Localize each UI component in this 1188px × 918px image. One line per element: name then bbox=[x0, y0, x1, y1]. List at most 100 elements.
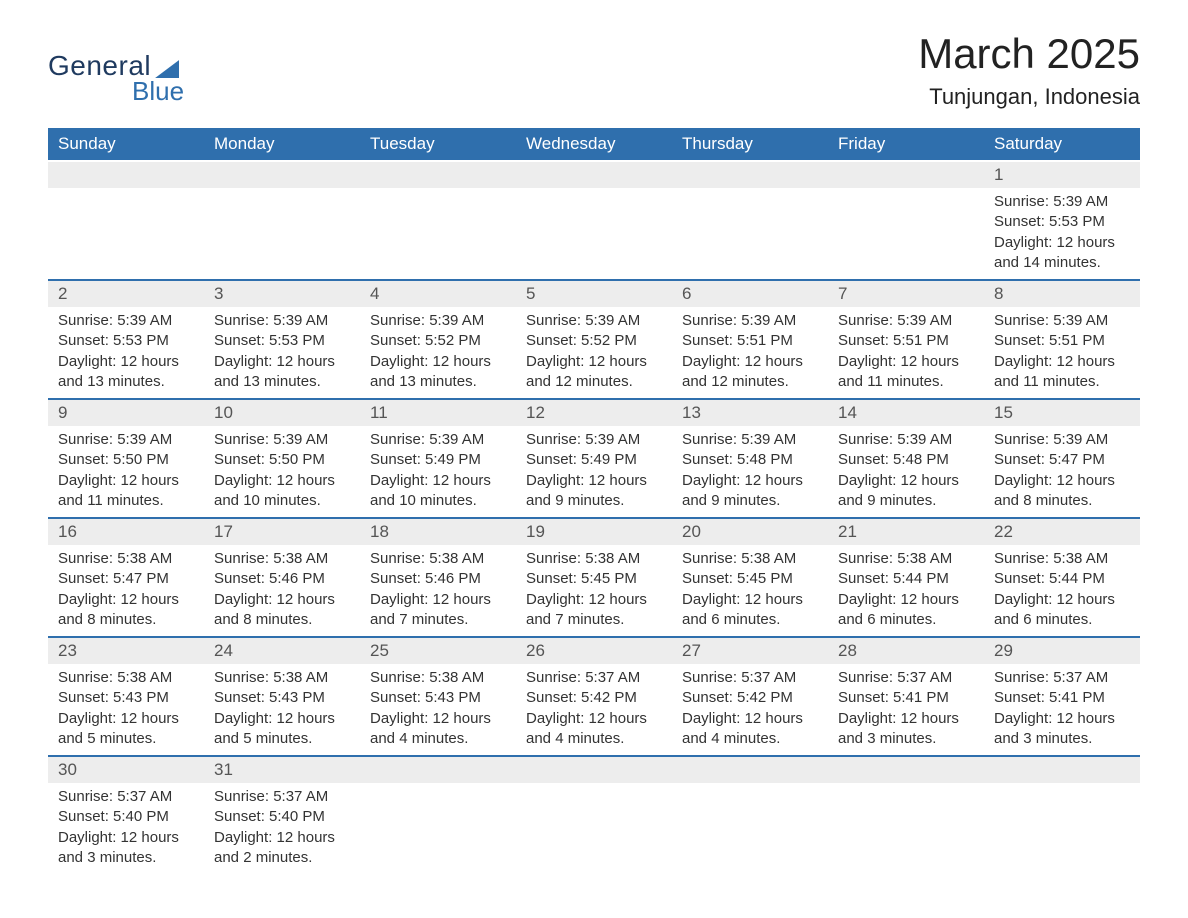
day-content-cell: Sunrise: 5:38 AMSunset: 5:44 PMDaylight:… bbox=[828, 545, 984, 637]
day-number-cell: 9 bbox=[48, 399, 204, 426]
col-friday: Friday bbox=[828, 128, 984, 161]
day-content-cell: Sunrise: 5:39 AMSunset: 5:51 PMDaylight:… bbox=[672, 307, 828, 399]
logo: General Blue bbox=[48, 30, 184, 107]
day-number: 15 bbox=[994, 403, 1013, 422]
sunset-text: Sunset: 5:43 PM bbox=[214, 688, 350, 708]
week-number-row: 1 bbox=[48, 161, 1140, 188]
daylight-text: Daylight: 12 hours and 3 minutes. bbox=[838, 709, 974, 750]
sunset-text: Sunset: 5:49 PM bbox=[370, 450, 506, 470]
sunset-text: Sunset: 5:44 PM bbox=[838, 569, 974, 589]
day-number-cell: 4 bbox=[360, 280, 516, 307]
day-content-cell: Sunrise: 5:39 AMSunset: 5:47 PMDaylight:… bbox=[984, 426, 1140, 518]
day-number-cell: 1 bbox=[984, 161, 1140, 188]
day-content-cell bbox=[204, 188, 360, 280]
week-content-row: Sunrise: 5:38 AMSunset: 5:43 PMDaylight:… bbox=[48, 664, 1140, 756]
sunset-text: Sunset: 5:41 PM bbox=[838, 688, 974, 708]
day-number-cell: 30 bbox=[48, 756, 204, 783]
day-content-cell bbox=[360, 783, 516, 874]
day-number: 20 bbox=[682, 522, 701, 541]
sunrise-text: Sunrise: 5:39 AM bbox=[994, 430, 1130, 450]
day-number: 2 bbox=[58, 284, 67, 303]
week-content-row: Sunrise: 5:39 AM Sunset: 5:53 PMDaylight:… bbox=[48, 307, 1140, 399]
sunrise-text: Sunrise: 5:38 AM bbox=[370, 549, 506, 569]
sunrise-text: Sunrise: 5:37 AM bbox=[58, 787, 194, 807]
sunrise-text: Sunrise: 5:37 AM bbox=[526, 668, 662, 688]
daylight-text: Daylight: 12 hours and 5 minutes. bbox=[214, 709, 350, 750]
day-number: 30 bbox=[58, 760, 77, 779]
logo-flag-icon bbox=[155, 60, 179, 78]
day-content-cell: Sunrise: 5:38 AMSunset: 5:43 PMDaylight:… bbox=[48, 664, 204, 756]
day-number: 1 bbox=[994, 165, 1003, 184]
daylight-text: Daylight: 12 hours and 6 minutes. bbox=[838, 590, 974, 631]
day-content-cell bbox=[360, 188, 516, 280]
day-number: 22 bbox=[994, 522, 1013, 541]
sunset-text: Sunset: 5:43 PM bbox=[370, 688, 506, 708]
sunrise-text: Sunrise: 5:39 AM bbox=[994, 311, 1130, 331]
daylight-text: Daylight: 12 hours and 6 minutes. bbox=[682, 590, 818, 631]
daylight-text: Daylight: 12 hours and 3 minutes. bbox=[58, 828, 194, 869]
day-content-cell: Sunrise: 5:39 AMSunset: 5:49 PMDaylight:… bbox=[516, 426, 672, 518]
day-content-cell: Sunrise: 5:39 AMSunset: 5:53 PMDaylight:… bbox=[984, 188, 1140, 280]
daylight-text: Daylight: 12 hours and 8 minutes. bbox=[994, 471, 1130, 512]
day-number-cell: 25 bbox=[360, 637, 516, 664]
sunset-text: Sunset: 5:46 PM bbox=[370, 569, 506, 589]
sunset-text: Sunset: 5:40 PM bbox=[214, 807, 350, 827]
day-content-cell: Sunrise: 5:38 AMSunset: 5:46 PMDaylight:… bbox=[360, 545, 516, 637]
day-number-cell bbox=[516, 161, 672, 188]
day-number-cell: 29 bbox=[984, 637, 1140, 664]
sunrise-text: Sunrise: 5:39 AM bbox=[58, 430, 194, 450]
sunset-text: Sunset: 5:47 PM bbox=[994, 450, 1130, 470]
sunset-text: Sunset: 5:53 PM bbox=[58, 331, 194, 351]
day-number: 12 bbox=[526, 403, 545, 422]
sunrise-text: Sunrise: 5:39 AM bbox=[682, 430, 818, 450]
sunrise-text: Sunrise: 5:39 AM bbox=[526, 311, 662, 331]
day-number: 26 bbox=[526, 641, 545, 660]
sunset-text: Sunset: 5:51 PM bbox=[994, 331, 1130, 351]
day-content-cell: Sunrise: 5:39 AMSunset: 5:53 PMDaylight:… bbox=[48, 307, 204, 399]
title-block: March 2025 Tunjungan, Indonesia bbox=[918, 30, 1140, 110]
day-number-cell bbox=[828, 161, 984, 188]
day-number-cell: 16 bbox=[48, 518, 204, 545]
week-content-row: Sunrise: 5:38 AMSunset: 5:47 PMDaylight:… bbox=[48, 545, 1140, 637]
logo-top-row: General bbox=[48, 50, 179, 82]
day-number-cell bbox=[828, 756, 984, 783]
day-content-cell: Sunrise: 5:37 AMSunset: 5:40 PMDaylight:… bbox=[204, 783, 360, 874]
day-content-cell: Sunrise: 5:38 AMSunset: 5:43 PMDaylight:… bbox=[360, 664, 516, 756]
day-number-cell: 27 bbox=[672, 637, 828, 664]
day-number-cell: 12 bbox=[516, 399, 672, 426]
day-number: 25 bbox=[370, 641, 389, 660]
sunrise-text: Sunrise: 5:39 AM bbox=[526, 430, 662, 450]
daylight-text: Daylight: 12 hours and 13 minutes. bbox=[58, 352, 194, 393]
day-number-cell: 22 bbox=[984, 518, 1140, 545]
day-content-cell: Sunrise: 5:39 AMSunset: 5:50 PMDaylight:… bbox=[48, 426, 204, 518]
day-number-cell bbox=[360, 756, 516, 783]
daylight-text: Daylight: 12 hours and 4 minutes. bbox=[682, 709, 818, 750]
sunset-text: Sunset: 5:46 PM bbox=[214, 569, 350, 589]
week-number-row: 16171819202122 bbox=[48, 518, 1140, 545]
daylight-text: Daylight: 12 hours and 7 minutes. bbox=[370, 590, 506, 631]
day-number: 18 bbox=[370, 522, 389, 541]
day-number-cell: 5 bbox=[516, 280, 672, 307]
day-content-cell: Sunrise: 5:37 AMSunset: 5:42 PMDaylight:… bbox=[672, 664, 828, 756]
day-number-cell: 28 bbox=[828, 637, 984, 664]
week-content-row: Sunrise: 5:39 AMSunset: 5:53 PMDaylight:… bbox=[48, 188, 1140, 280]
day-content-cell: Sunrise: 5:39 AMSunset: 5:48 PMDaylight:… bbox=[828, 426, 984, 518]
day-number-cell: 10 bbox=[204, 399, 360, 426]
day-number-cell: 8 bbox=[984, 280, 1140, 307]
day-number: 14 bbox=[838, 403, 857, 422]
day-number: 9 bbox=[58, 403, 67, 422]
day-number: 6 bbox=[682, 284, 691, 303]
day-content-cell: Sunrise: 5:39 AMSunset: 5:53 PMDaylight:… bbox=[204, 307, 360, 399]
month-title: March 2025 bbox=[918, 30, 1140, 78]
daylight-text: Daylight: 12 hours and 9 minutes. bbox=[682, 471, 818, 512]
col-sunday: Sunday bbox=[48, 128, 204, 161]
daylight-text: Daylight: 12 hours and 8 minutes. bbox=[214, 590, 350, 631]
daylight-text: Daylight: 12 hours and 5 minutes. bbox=[58, 709, 194, 750]
day-number-cell: 13 bbox=[672, 399, 828, 426]
day-content-cell: Sunrise: 5:38 AMSunset: 5:46 PMDaylight:… bbox=[204, 545, 360, 637]
day-content-cell bbox=[984, 783, 1140, 874]
week-number-row: 9101112131415 bbox=[48, 399, 1140, 426]
calendar-table: Sunday Monday Tuesday Wednesday Thursday… bbox=[48, 128, 1140, 874]
day-number: 24 bbox=[214, 641, 233, 660]
daylight-text: Daylight: 12 hours and 4 minutes. bbox=[370, 709, 506, 750]
